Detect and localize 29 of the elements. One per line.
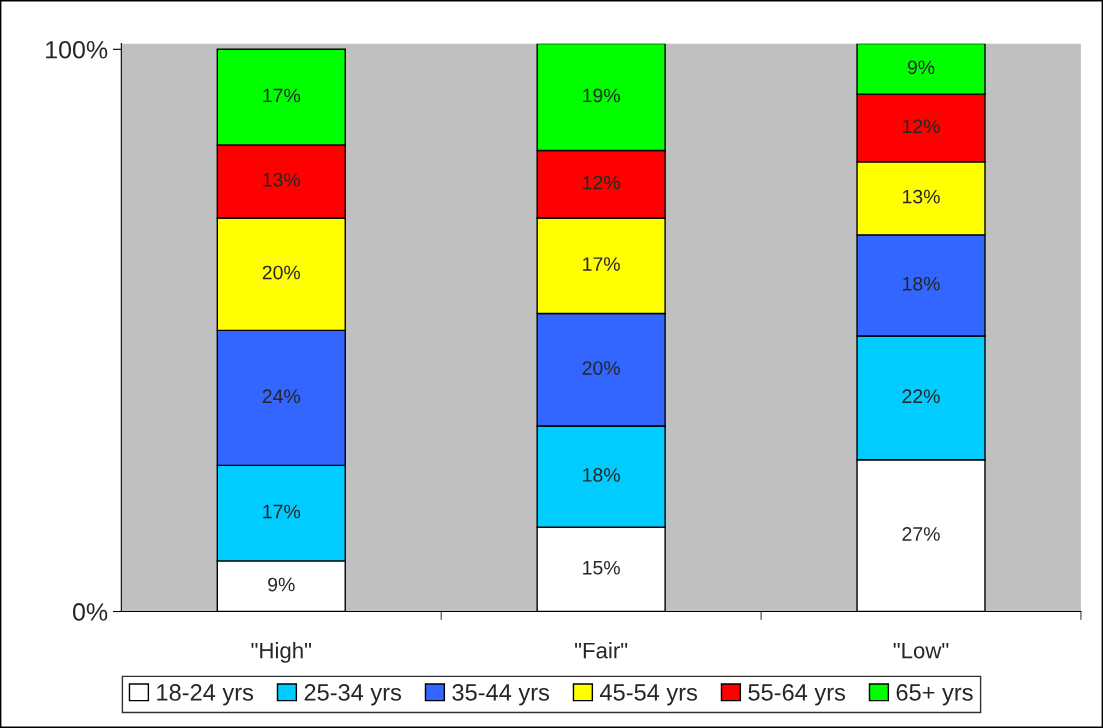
data-label: 17% (583, 257, 620, 271)
data-label: 27% (902, 527, 940, 541)
data-label: 17% (263, 88, 301, 103)
data-label: 15% (583, 560, 620, 575)
legend-label: 35-44 yrs (452, 684, 550, 706)
legend-label: 45-54 yrs (599, 684, 698, 706)
y-tick-label: 0% (72, 603, 108, 621)
data-label: 9% (268, 577, 295, 592)
data-label: 22% (902, 389, 940, 404)
data-label: 19% (583, 88, 620, 103)
data-label: 18% (583, 468, 620, 482)
data-label: 20% (262, 265, 301, 280)
data-label: 17% (263, 504, 301, 519)
data-label: 13% (263, 172, 301, 187)
data-label: 9% (907, 60, 935, 75)
x-tick-label: "Low" (893, 642, 949, 659)
x-tick-label: "Fair" (575, 642, 628, 659)
data-label: 12% (903, 119, 940, 134)
data-label: 20% (582, 361, 620, 375)
legend-label: 55-64 yrs (748, 684, 846, 706)
legend-label: 18-24 yrs (157, 684, 254, 706)
legend-label: 25-34 yrs (304, 684, 402, 706)
data-label: 24% (262, 389, 301, 404)
data-label: 12% (583, 175, 620, 190)
legend-label: 65+ yrs (896, 684, 973, 706)
data-label: 18% (903, 276, 940, 291)
data-label: 13% (903, 189, 940, 204)
x-tick-label: "High" (251, 642, 312, 663)
y-tick-label: 100% (46, 40, 108, 59)
